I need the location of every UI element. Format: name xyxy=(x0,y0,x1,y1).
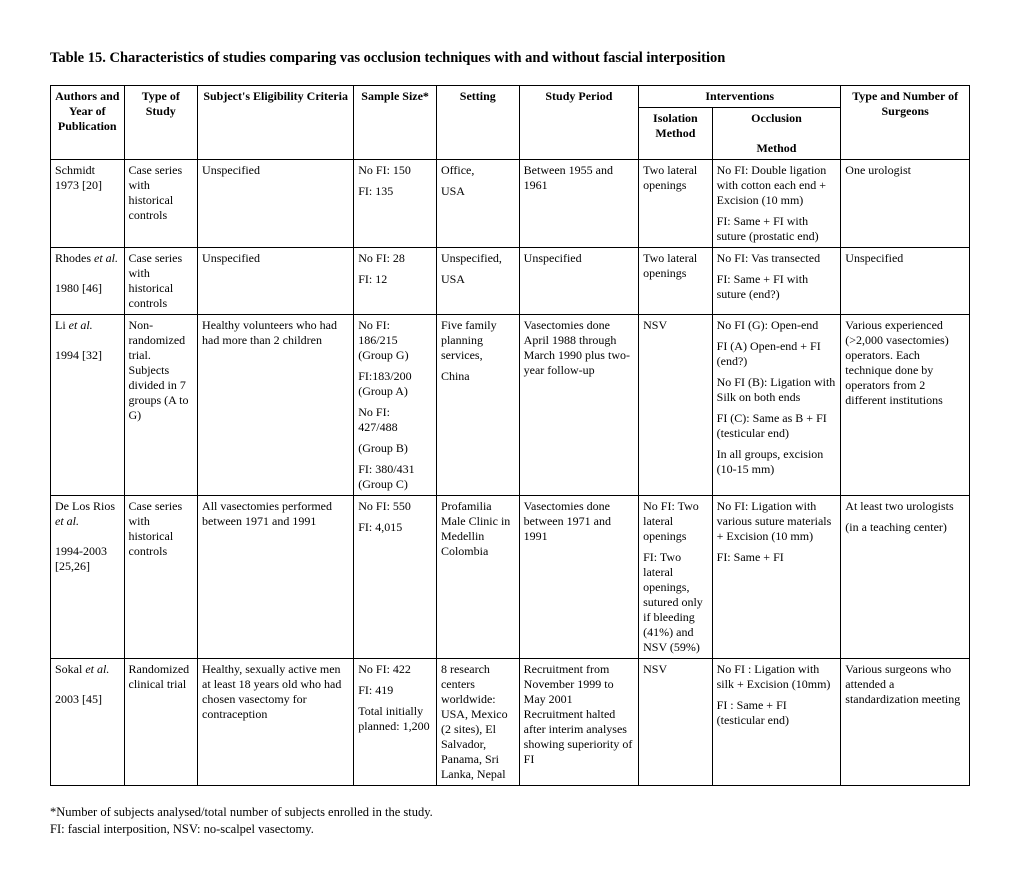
header-period: Study Period xyxy=(519,86,638,160)
header-occlusion: OcclusionMethod xyxy=(712,108,841,160)
table-row: Rhodes et al.1980 [46]Case series with h… xyxy=(51,248,970,315)
table-cell: Office,USA xyxy=(436,160,519,248)
table-cell: Healthy, sexually active men at least 18… xyxy=(198,659,354,786)
table-cell: Case series with historical controls xyxy=(124,160,198,248)
header-interventions: Interventions xyxy=(639,86,841,108)
table-row: Sokal et al.2003 [45]Randomized clinical… xyxy=(51,659,970,786)
table-header: Authors and Year of Publication Type of … xyxy=(51,86,970,160)
studies-table: Authors and Year of Publication Type of … xyxy=(50,85,970,786)
table-cell: Non-randomized trial. Subjects divided i… xyxy=(124,315,198,496)
table-cell: Sokal et al.2003 [45] xyxy=(51,659,125,786)
table-cell: 8 research centers worldwide: USA, Mexic… xyxy=(436,659,519,786)
table-cell: NSV xyxy=(639,659,713,786)
table-cell: No FI (G): Open-endFI (A) Open-end + FI … xyxy=(712,315,841,496)
header-type: Type of Study xyxy=(124,86,198,160)
table-cell: Schmidt 1973 [20] xyxy=(51,160,125,248)
table-cell: Randomized clinical trial xyxy=(124,659,198,786)
table-cell: No FI: Two lateral openingsFI: Two later… xyxy=(639,496,713,659)
table-cell: Recruitment from November 1999 to May 20… xyxy=(519,659,638,786)
table-cell: No FI : Ligation with silk + Excision (1… xyxy=(712,659,841,786)
table-cell: Between 1955 and 1961 xyxy=(519,160,638,248)
table-cell: All vasectomies performed between 1971 a… xyxy=(198,496,354,659)
header-eligibility: Subject's Eligibility Criteria xyxy=(198,86,354,160)
table-row: De Los Rios et al.1994-2003[25,26]Case s… xyxy=(51,496,970,659)
table-row: Schmidt 1973 [20]Case series with histor… xyxy=(51,160,970,248)
table-cell: Various surgeons who attended a standard… xyxy=(841,659,970,786)
table-cell: No FI: 422FI: 419Total initially planned… xyxy=(354,659,437,786)
table-cell: One urologist xyxy=(841,160,970,248)
table-cell: NSV xyxy=(639,315,713,496)
header-authors: Authors and Year of Publication xyxy=(51,86,125,160)
table-cell: No FI: Ligation with various suture mate… xyxy=(712,496,841,659)
table-footnote: *Number of subjects analysed/total numbe… xyxy=(50,804,970,838)
table-title: Table 15. Characteristics of studies com… xyxy=(50,50,970,67)
table-cell: Unspecified xyxy=(198,160,354,248)
table-cell: No FI: 550FI: 4,015 xyxy=(354,496,437,659)
table-cell: Unspecified,USA xyxy=(436,248,519,315)
table-cell: Unspecified xyxy=(198,248,354,315)
table-cell: Case series with historical controls xyxy=(124,248,198,315)
table-cell: Rhodes et al.1980 [46] xyxy=(51,248,125,315)
header-surgeons: Type and Number of Surgeons xyxy=(841,86,970,160)
table-cell: Unspecified xyxy=(519,248,638,315)
table-cell: Vasectomies done between 1971 and 1991 xyxy=(519,496,638,659)
table-cell: No FI: 150FI: 135 xyxy=(354,160,437,248)
table-cell: Two lateral openings xyxy=(639,160,713,248)
table-cell: De Los Rios et al.1994-2003[25,26] xyxy=(51,496,125,659)
header-isolation: Isolation Method xyxy=(639,108,713,160)
table-cell: No FI: Vas transectedFI: Same + FI with … xyxy=(712,248,841,315)
table-cell: Various experienced (>2,000 vasectomies)… xyxy=(841,315,970,496)
table-cell: No FI: 28FI: 12 xyxy=(354,248,437,315)
table-cell: Unspecified xyxy=(841,248,970,315)
table-cell: Healthy volunteers who had had more than… xyxy=(198,315,354,496)
table-row: Li et al.1994 [32]Non-randomized trial. … xyxy=(51,315,970,496)
table-cell: Profamilia Male Clinic in Medellin Colom… xyxy=(436,496,519,659)
table-cell: Li et al.1994 [32] xyxy=(51,315,125,496)
table-cell: No FI: 186/215 (Group G)FI:183/200 (Grou… xyxy=(354,315,437,496)
table-body: Schmidt 1973 [20]Case series with histor… xyxy=(51,160,970,786)
header-setting: Setting xyxy=(436,86,519,160)
table-cell: Case series with historical controls xyxy=(124,496,198,659)
table-cell: Vasectomies done April 1988 through Marc… xyxy=(519,315,638,496)
table-cell: No FI: Double ligation with cotton each … xyxy=(712,160,841,248)
header-sample: Sample Size* xyxy=(354,86,437,160)
table-cell: At least two urologists(in a teaching ce… xyxy=(841,496,970,659)
table-cell: Two lateral openings xyxy=(639,248,713,315)
table-cell: Five family planning services,China xyxy=(436,315,519,496)
